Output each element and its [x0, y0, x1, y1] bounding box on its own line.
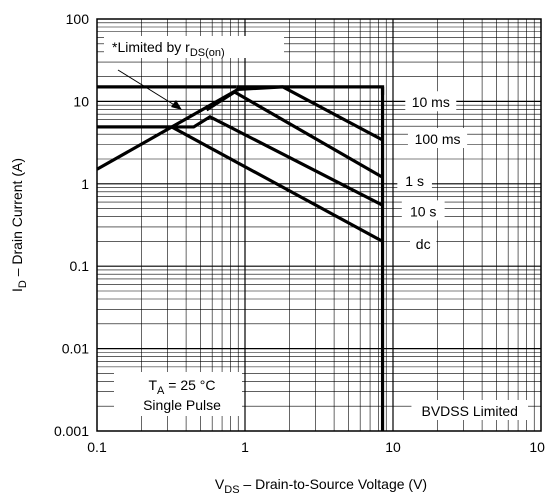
series-label: 10 ms: [412, 94, 450, 110]
series-line-100-ms: [96, 85, 384, 171]
x-axis-title: VDS – Drain-to-Source Voltage (V): [215, 476, 427, 496]
x-tick-label: 10: [385, 439, 401, 455]
series-label: 10 s: [410, 203, 436, 219]
y-tick-label: 1: [81, 176, 89, 192]
series-line-1-s: [205, 90, 384, 179]
ambient-box: [114, 372, 242, 416]
series-labels: 10 ms 100 ms 1 s 10 s dc BVDSS Limited: [397, 91, 529, 421]
series-lines: [96, 85, 385, 431]
plot-frame: [96, 18, 542, 432]
series-label-bg: [397, 170, 432, 191]
x-tick-label: 100: [529, 439, 545, 455]
y-tick-label: 0.001: [54, 423, 89, 439]
y-tick-label: 100: [66, 11, 90, 27]
series-label: 1 s: [405, 173, 424, 189]
tick-labels: 0.1 1 10 100 0.001 0.01 0.1 1 10 100: [54, 11, 545, 455]
series-label-bg: [401, 200, 445, 221]
y-tick-label: 0.01: [62, 341, 89, 357]
series-label: BVDSS Limited: [421, 403, 517, 419]
rds-limit-text: *Limited by rDS(on): [112, 39, 225, 59]
rds-limit-box: [104, 36, 284, 58]
x-tick-label: 0.1: [87, 439, 107, 455]
rds-limit-arrow-shaft: [117, 69, 177, 107]
y-tick-label: 0.1: [70, 258, 90, 274]
series-label: 100 ms: [415, 131, 461, 147]
ambient-annotation: TA = 25 °C Single Pulse: [114, 372, 242, 416]
series-label-bg: [411, 400, 529, 421]
series-label: dc: [416, 236, 431, 252]
series-label-bg: [407, 128, 468, 149]
rds-limit-arrow-head: [171, 100, 182, 110]
series-label-bg: [410, 233, 437, 254]
rds-limit-annotation: *Limited by rDS(on): [104, 36, 284, 110]
single-pulse-text: Single Pulse: [143, 397, 221, 413]
series-label-bg: [405, 91, 457, 112]
ambient-temp-text: TA = 25 °C: [148, 377, 215, 397]
grid-lines: [97, 19, 541, 431]
y-tick-label: 10: [73, 93, 89, 109]
x-tick-label: 1: [241, 439, 249, 455]
y-axis-title: ID – Drain Current (A): [9, 158, 29, 292]
series-line-dc: [97, 125, 384, 243]
